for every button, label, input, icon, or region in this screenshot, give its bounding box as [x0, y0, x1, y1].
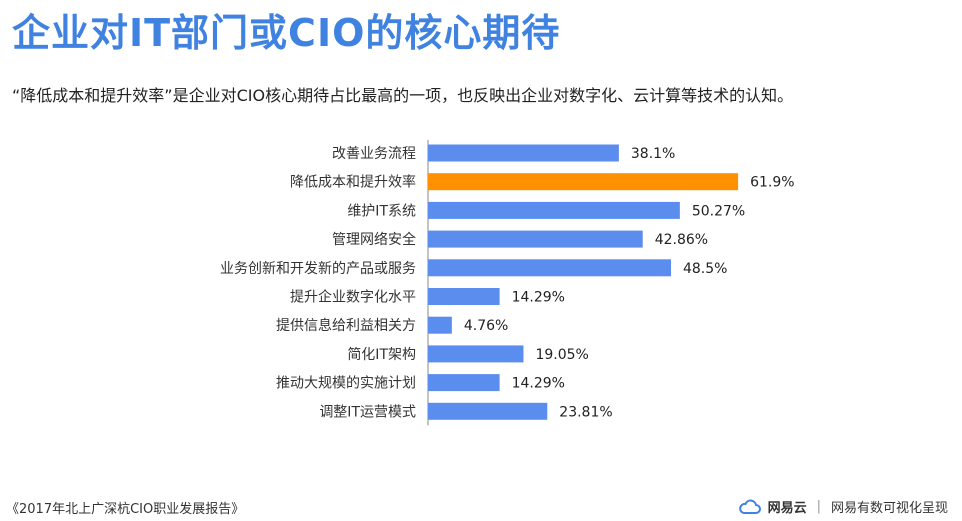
bar	[428, 173, 739, 191]
bar-chart: 改善业务流程 38.1% 降低成本和提升效率 61.9% 维护IT系统 50.27% 管理网…	[220, 140, 795, 426]
bar	[428, 201, 680, 219]
value-label: 23.81%	[559, 404, 612, 420]
footer-brand: 网易云 | 网易有数可视化呈现	[738, 497, 948, 516]
bar	[428, 316, 452, 334]
value-label: 38.1%	[631, 146, 675, 162]
page-subtitle: “降低成本和提升效率”是企业对CIO核心期待占比最高的一项，也反映出企业对数字化…	[12, 86, 794, 105]
category-label: 业务创新和开发新的产品或服务	[220, 261, 416, 277]
value-label: 14.29%	[512, 290, 565, 306]
value-label: 42.86%	[655, 232, 708, 248]
page-title: 企业对IT部门或CIO的核心期待	[12, 11, 561, 55]
value-label: 61.9%	[750, 175, 794, 191]
category-label: 提升企业数字化水平	[290, 289, 416, 306]
value-label: 4.76%	[464, 318, 508, 334]
cloud-icon	[738, 499, 761, 514]
bar	[428, 230, 643, 248]
bar	[428, 374, 500, 392]
category-label: 推动大规模的实施计划	[276, 376, 416, 392]
category-label: 降低成本和提升效率	[290, 174, 416, 191]
value-label: 50.27%	[692, 203, 745, 219]
bar	[428, 402, 548, 420]
category-label: 调整IT运营模式	[319, 404, 416, 420]
value-label: 19.05%	[535, 347, 588, 363]
category-label: 改善业务流程	[332, 146, 416, 162]
value-label: 48.5%	[683, 261, 727, 277]
footer-source: 《2017年北上广深杭CIO职业发展报告》	[6, 502, 245, 517]
category-label: 提供信息给利益相关方	[276, 317, 416, 334]
bar	[428, 144, 619, 162]
category-label: 管理网络安全	[332, 231, 416, 248]
value-label: 14.29%	[512, 376, 565, 392]
bar	[428, 288, 500, 305]
brand-separator: |	[816, 499, 821, 514]
category-label: 维护IT系统	[347, 203, 416, 219]
bar	[428, 259, 671, 277]
category-label: 简化IT架构	[347, 346, 416, 363]
bar	[428, 345, 524, 363]
brand-name: 网易云	[767, 501, 807, 516]
brand-tagline: 网易有数可视化呈现	[830, 501, 948, 516]
